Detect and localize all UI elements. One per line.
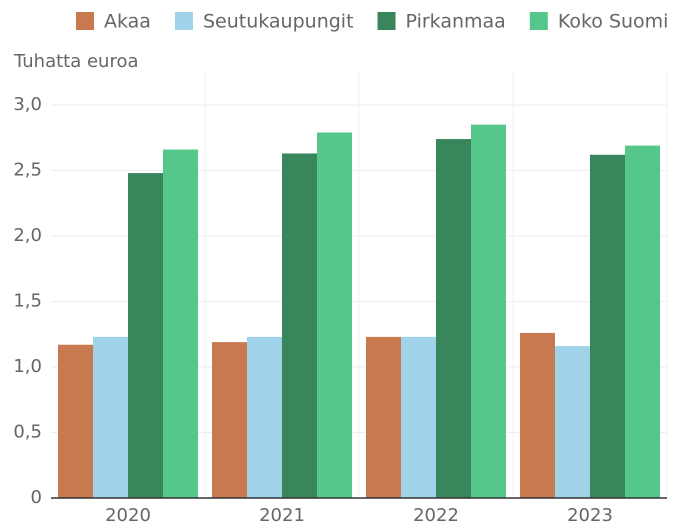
bar	[555, 346, 590, 498]
legend-label: Akaa	[104, 11, 151, 33]
y-tick-label: 1,5	[13, 291, 42, 312]
bar	[401, 336, 436, 498]
bar	[58, 344, 93, 498]
y-tick-label: 0	[31, 487, 42, 508]
y-tick-label: 0,5	[13, 422, 42, 443]
bar	[625, 145, 660, 499]
legend-label: Seutukaupungit	[203, 11, 354, 33]
legend-swatch	[529, 12, 548, 30]
bar	[212, 342, 247, 498]
bar	[590, 154, 625, 498]
y-tick-label: 2,0	[13, 225, 42, 246]
bar	[163, 149, 198, 499]
bar	[366, 336, 401, 498]
bar	[471, 124, 506, 499]
x-tick-label: 2022	[413, 505, 459, 526]
legend-swatch	[174, 12, 193, 30]
y-tick-label: 2,5	[13, 160, 42, 181]
y-axis-label: Tuhatta euroa	[13, 51, 139, 72]
bar	[93, 336, 128, 498]
legend-swatch	[76, 12, 94, 30]
x-tick-label: 2020	[105, 505, 151, 526]
bar	[436, 139, 471, 498]
x-tick-label: 2023	[567, 505, 613, 526]
legend-swatch	[377, 12, 396, 30]
bar	[282, 153, 317, 498]
legend-label: Pirkanmaa	[406, 11, 506, 33]
y-tick-label: 3,0	[13, 94, 42, 115]
bar	[128, 173, 163, 498]
legend-label: Koko Suomi	[558, 11, 669, 33]
bar	[247, 336, 282, 498]
bar	[317, 132, 352, 498]
x-tick-label: 2021	[259, 505, 305, 526]
y-tick-label: 1,0	[13, 356, 42, 377]
bar	[520, 332, 555, 498]
